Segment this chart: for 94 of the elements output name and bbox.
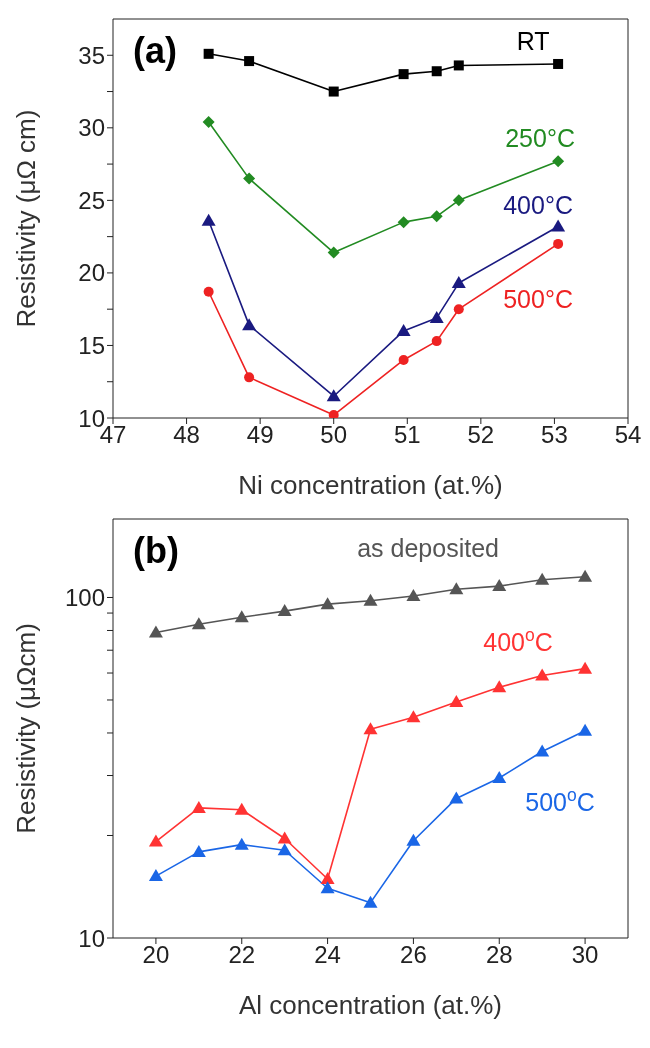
point — [552, 155, 565, 168]
point — [578, 661, 593, 674]
point — [234, 802, 249, 815]
point — [398, 69, 409, 80]
y-tick-label: 20 — [78, 259, 105, 287]
point — [191, 617, 206, 630]
point — [320, 597, 335, 610]
y-tick-label: 15 — [78, 331, 105, 359]
point — [397, 216, 410, 229]
point — [363, 593, 378, 606]
series-label: as deposited — [357, 533, 499, 562]
point — [452, 194, 465, 207]
point — [449, 791, 464, 804]
point — [396, 323, 411, 336]
point — [277, 831, 292, 844]
point — [453, 304, 464, 315]
point — [243, 172, 256, 185]
y-axis-title: Resistivity (μΩ cm) — [11, 109, 42, 328]
point — [553, 58, 564, 69]
point — [327, 246, 340, 259]
series-label: 500$^{o}$C — [525, 784, 595, 816]
x-tick-label: 24 — [314, 941, 341, 969]
point — [201, 213, 216, 226]
y-tick-label: 10 — [78, 924, 105, 952]
series-label: 250°C — [505, 124, 575, 153]
x-tick-label: 22 — [228, 941, 256, 969]
y-tick-label: 25 — [78, 186, 105, 214]
point — [535, 744, 550, 757]
point — [148, 869, 163, 882]
x-tick-label: 52 — [467, 421, 495, 449]
y-tick-label: 100 — [64, 583, 105, 611]
x-tick-label: 28 — [485, 941, 513, 969]
point — [535, 572, 550, 585]
series-label: 500°C — [503, 284, 573, 313]
point — [242, 318, 257, 331]
point — [191, 844, 206, 857]
point — [277, 604, 292, 617]
point — [148, 834, 163, 847]
annotation: (a) — [133, 30, 177, 72]
x-axis-title: Ni concentration (at.%) — [238, 470, 503, 500]
point — [326, 389, 341, 402]
point — [244, 372, 255, 383]
series-label: RT — [516, 26, 550, 55]
point — [191, 800, 206, 813]
point — [148, 625, 163, 638]
x-tick-label: 50 — [320, 421, 348, 449]
point — [449, 582, 464, 595]
point — [431, 66, 442, 77]
point — [363, 722, 378, 735]
point — [203, 286, 214, 297]
point — [492, 680, 507, 693]
point — [202, 116, 215, 129]
point — [578, 569, 593, 582]
y-tick-label: 30 — [78, 114, 105, 142]
y-tick-label: 35 — [78, 41, 105, 69]
point — [234, 610, 249, 623]
x-tick-label: 30 — [571, 941, 599, 969]
point — [406, 710, 421, 723]
x-tick-label: 20 — [142, 941, 170, 969]
point — [431, 336, 442, 347]
x-tick-label: 48 — [173, 421, 200, 449]
point — [406, 833, 421, 846]
point — [553, 238, 564, 249]
series-label: 400$^{o}$C — [483, 624, 553, 656]
annotation: (b) — [133, 530, 179, 572]
point — [551, 219, 566, 232]
point — [492, 771, 507, 784]
point — [320, 872, 335, 885]
point — [492, 579, 507, 592]
point — [406, 589, 421, 601]
x-tick-label: 54 — [614, 421, 642, 449]
point — [244, 56, 255, 67]
x-axis-title: Al concentration (at.%) — [238, 990, 503, 1020]
point — [277, 843, 292, 856]
x-tick-label: 53 — [541, 421, 568, 449]
point — [328, 410, 339, 418]
point — [363, 895, 378, 908]
point — [451, 276, 466, 289]
point — [320, 881, 335, 894]
x-tick-label: 51 — [393, 421, 421, 449]
point — [398, 354, 409, 365]
point — [429, 310, 444, 323]
point — [234, 837, 249, 850]
point — [430, 210, 443, 223]
x-tick-label: 49 — [246, 421, 274, 449]
point — [449, 695, 464, 708]
series-label: 400°C — [503, 191, 573, 220]
x-tick-label: 26 — [400, 941, 427, 969]
point — [535, 668, 550, 681]
y-axis-title: Resistivity (μΩcm) — [11, 623, 42, 834]
point — [453, 60, 464, 71]
point — [578, 723, 593, 736]
point — [203, 48, 214, 59]
point — [328, 86, 339, 97]
